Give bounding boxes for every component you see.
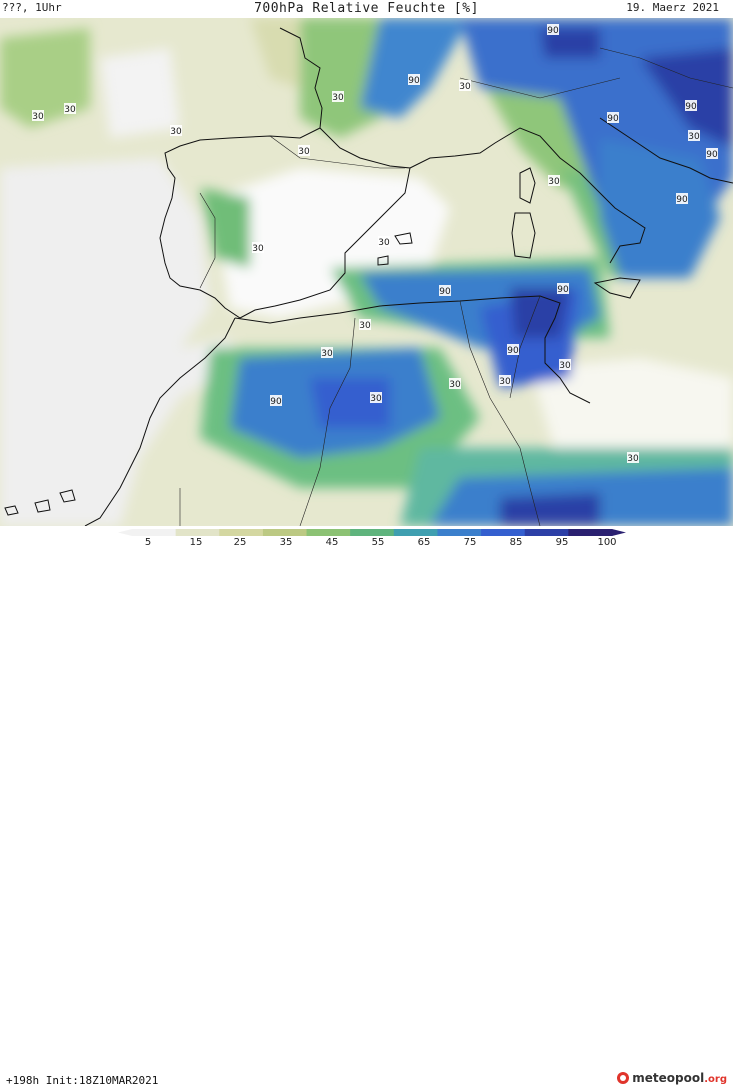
legend-tick-label: 25: [234, 537, 247, 546]
contour-label: 90: [439, 287, 451, 297]
legend-swatch: [437, 529, 482, 536]
contour-label: 30: [449, 380, 461, 390]
contour-label-bg: [557, 283, 569, 294]
color-legend: 5 15 25 35 45 55 65 75 85 95 100 +198h Init:18Z10M…: [0, 526, 733, 1087]
legend-swatch: [306, 529, 351, 536]
contour-label-bg: [270, 395, 282, 406]
meteopool-logo-icon: [617, 1072, 630, 1084]
contour-label: 90: [685, 102, 697, 112]
contour-label: 90: [607, 114, 619, 124]
contour-label-bg: [332, 91, 344, 102]
contour-labels: 90 90 90 90 90 90 90 90 90 90 30 30 30 30 30 30 30 30 30 30…: [32, 24, 718, 464]
contour-label-bg: [559, 359, 571, 370]
coastlines: [4, 27, 733, 526]
legend-swatch: [393, 529, 438, 536]
contour-label-bg: [64, 103, 76, 114]
legend-tick-label: 45: [326, 537, 339, 546]
contour-label-bg: [548, 175, 560, 186]
legend-tick-label: 100: [597, 537, 616, 546]
contour-label-bg: [408, 74, 420, 85]
contour-label: 90: [270, 397, 282, 407]
contour-label-bg: [359, 319, 371, 330]
contour-label-bg: [32, 110, 44, 121]
contour-label-bg: [321, 347, 333, 358]
contour-label: 90: [676, 195, 688, 205]
contour-label-bg: [607, 112, 619, 123]
legend-max-arrow: [612, 529, 626, 536]
humidity-map: 90 90 90 90 90 90 90 90 90 90 30 30 30 30 30 30 30 30 30 30…: [0, 18, 733, 526]
humidity-field: [0, 18, 733, 526]
contour-label-bg: [627, 452, 639, 463]
contour-label: 30: [378, 238, 390, 248]
contour-label: 30: [170, 127, 182, 137]
contour-label-bg: [170, 125, 182, 136]
contour-label: 30: [332, 93, 344, 103]
legend-swatch: [132, 529, 177, 536]
contour-label-bg: [252, 242, 264, 253]
legend-swatch: [219, 529, 264, 536]
legend-tick-label: 75: [464, 537, 477, 546]
contour-label: 30: [32, 112, 44, 122]
legend-tick-label: 95: [556, 537, 569, 546]
contour-label: 30: [688, 132, 700, 142]
contour-label: 90: [408, 76, 420, 86]
map-title: 700hPa Relative Feuchte [%]: [254, 1, 479, 16]
contour-label-bg: [688, 130, 700, 141]
contour-label: 30: [499, 377, 511, 387]
legend-swatch: [481, 529, 526, 536]
contour-label: 90: [507, 346, 519, 356]
legend-tick-label: 5: [145, 537, 151, 546]
legend-min-arrow: [118, 529, 132, 536]
contour-label-bg: [298, 145, 310, 156]
brand-logo[interactable]: meteopool.org: [617, 1071, 727, 1085]
contour-label-bg: [370, 392, 382, 403]
valid-time-label: ???, 1Uhr: [2, 1, 62, 14]
map-header: ???, 1Uhr 700hPa Relative Feuchte [%] 19…: [0, 0, 733, 18]
legend-tick-label: 65: [418, 537, 431, 546]
contour-label: 90: [547, 26, 559, 36]
contour-label: 30: [559, 361, 571, 371]
contour-label: 30: [370, 394, 382, 404]
valid-date-label: 19. Maerz 2021: [626, 1, 719, 14]
contour-label: 30: [252, 244, 264, 254]
contour-label: 30: [321, 349, 333, 359]
legend-swatch: [568, 529, 613, 536]
contour-label-bg: [547, 24, 559, 35]
contour-label: 30: [359, 321, 371, 331]
legend-ticks: 5 15 25 35 45 55 65 75 85 95 100: [145, 537, 617, 546]
contour-label-bg: [685, 100, 697, 111]
legend-colorbar: [118, 529, 626, 536]
contour-label-bg: [499, 375, 511, 386]
contour-label: 30: [64, 105, 76, 115]
contour-label: 30: [459, 82, 471, 92]
legend-tick-label: 55: [372, 537, 385, 546]
brand-domain: .org: [704, 1074, 727, 1085]
contour-label: 30: [548, 177, 560, 187]
brand-name: meteopool: [632, 1071, 705, 1085]
contour-label-bg: [706, 148, 718, 159]
contour-label-bg: [449, 378, 461, 389]
borders: [179, 47, 733, 526]
contour-label-bg: [378, 236, 390, 247]
legend-tick-label: 15: [190, 537, 203, 546]
contour-label: 90: [557, 285, 569, 295]
legend-swatch: [350, 529, 395, 536]
contour-label: 90: [706, 150, 718, 160]
run-info: +198h Init:18Z10MAR2021: [6, 1074, 159, 1087]
contour-label-bg: [507, 344, 519, 355]
contour-label: 30: [627, 454, 639, 464]
contour-label-bg: [439, 285, 451, 296]
contour-label-bg: [459, 80, 471, 91]
contour-label: 30: [298, 147, 310, 157]
legend-swatch: [175, 529, 220, 536]
legend-swatch: [524, 529, 569, 536]
legend-swatch: [262, 529, 308, 536]
legend-tick-label: 85: [510, 537, 523, 546]
legend-tick-label: 35: [280, 537, 293, 546]
contour-label-bg: [676, 193, 688, 204]
